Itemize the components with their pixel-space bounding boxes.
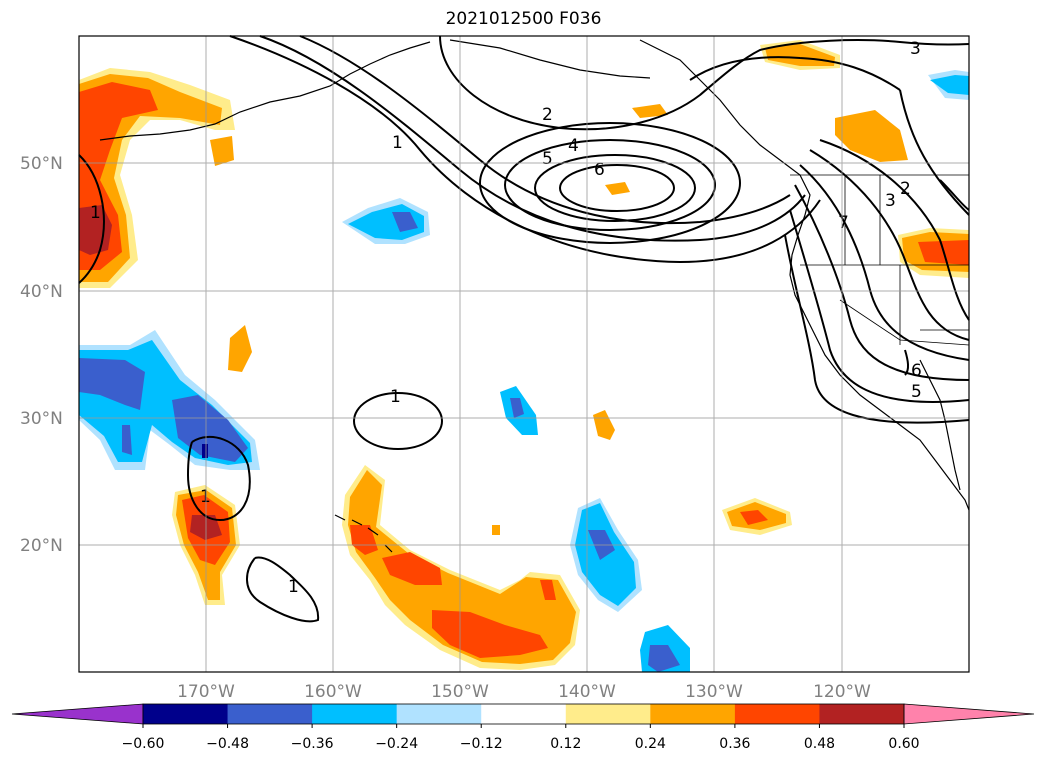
colorbar-swatches (11, 703, 1035, 725)
lon-label: 160°W (304, 682, 362, 702)
colorbar-swatch (312, 704, 398, 724)
contour-label: 2 (900, 179, 911, 199)
contour-label: 3 (910, 39, 921, 59)
coastlines (99, 39, 970, 553)
latitude-labels: 50°N 40°N 30°N 20°N (20, 154, 63, 556)
contour-label: 1 (90, 203, 101, 223)
lat-label: 30°N (20, 409, 63, 429)
anomaly-shading (79, 40, 969, 672)
contour-label: 5 (542, 149, 553, 169)
colorbar-swatch (481, 704, 567, 724)
contour-label: 2 (542, 105, 553, 125)
colorbar-tick-label: −0.24 (375, 736, 418, 752)
longitude-labels: 170°W 160°W 150°W 140°W 130°W 120°W (177, 682, 871, 702)
lon-label: 130°W (685, 682, 743, 702)
colorbar-ticks: −0.60 −0.48 −0.36 −0.24 −0.12 0.12 0.24 0.36 0.4… (122, 724, 920, 752)
contour-label: 4 (568, 136, 579, 156)
colorbar-swatch (650, 704, 736, 724)
political-borders (790, 174, 970, 346)
gridlines (79, 36, 969, 672)
colorbar-swatch (565, 704, 651, 724)
colorbar-tick-label: 0.36 (719, 736, 750, 752)
contour-label: 1 (288, 577, 299, 597)
colorbar-extend-min (11, 703, 144, 725)
map-frame (78, 35, 970, 673)
lon-label: 140°W (558, 682, 616, 702)
colorbar-tick-label: −0.36 (291, 736, 334, 752)
colorbar-tick-label: −0.48 (206, 736, 249, 752)
lon-label: 170°W (177, 682, 235, 702)
contour-lines (78, 35, 970, 623)
lat-label: 50°N (20, 154, 63, 174)
colorbar-swatch (396, 704, 482, 724)
colorbar-tick-label: 0.48 (804, 736, 835, 752)
contour-labels: 3 2 1 4 5 6 1 2 3 7 6 5 1 1 1 (90, 39, 922, 597)
colorbar-extend-max (903, 703, 1035, 725)
colorbar-swatch (143, 704, 229, 724)
colorbar-frame (142, 703, 905, 725)
contour-label: 6 (911, 361, 922, 381)
lat-label: 20°N (20, 536, 63, 556)
lon-label: 150°W (431, 682, 489, 702)
contour-label: 7 (838, 213, 849, 233)
lon-label: 120°W (813, 682, 871, 702)
contour-label: 1 (392, 133, 403, 153)
contour-label: 6 (594, 160, 605, 180)
colorbar-tick-label: −0.12 (460, 736, 503, 752)
colorbar: −0.60 −0.48 −0.36 −0.24 −0.12 0.12 0.24 0.36 0.4… (11, 703, 1035, 752)
colorbar-swatch (734, 704, 820, 724)
contour-label: 1 (390, 387, 401, 407)
colorbar-swatch (227, 704, 313, 724)
colorbar-tick-label: 0.60 (888, 736, 919, 752)
contour-label: 3 (885, 191, 896, 211)
map-title: 2021012500 F036 (445, 9, 602, 29)
contour-label: 5 (911, 382, 922, 402)
colorbar-tick-label: −0.60 (122, 736, 165, 752)
colorbar-swatch (819, 704, 905, 724)
colorbar-tick-label: 0.12 (550, 736, 581, 752)
lat-label: 40°N (20, 282, 63, 302)
colorbar-tick-label: 0.24 (635, 736, 666, 752)
contour-label: 1 (200, 487, 211, 507)
